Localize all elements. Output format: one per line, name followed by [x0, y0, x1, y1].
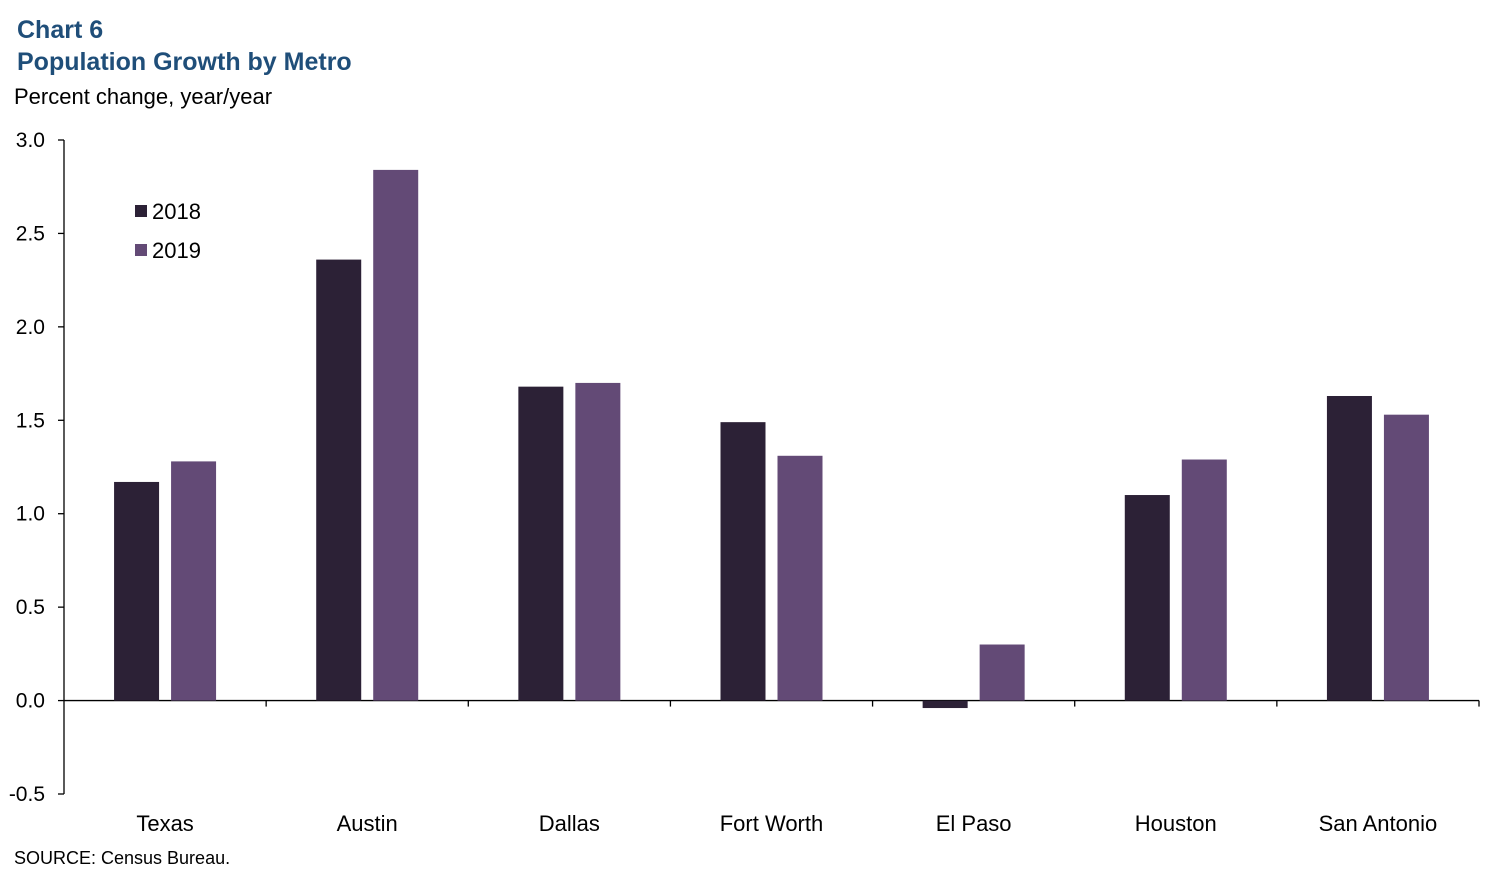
legend-label-2019: 2019	[152, 238, 201, 263]
legend: 2018 2019	[135, 199, 201, 263]
bar-2018-austin	[316, 259, 362, 701]
y-tick-label: 0.0	[16, 690, 45, 713]
y-tick-label: 2.0	[16, 316, 45, 339]
category-label: Fort Worth	[720, 811, 824, 836]
y-axis: 3.0 2.5 2.0 1.5 1.0 0.5 0.0 -0.5	[9, 129, 65, 806]
bar-2019-texas	[171, 461, 217, 701]
chart-title: Population Growth by Metro	[17, 48, 352, 76]
y-tick-label: 1.5	[16, 409, 45, 432]
bar-2019-fort-worth	[777, 455, 823, 701]
bar-2018-el-paso	[922, 700, 968, 709]
y-tick-label: -0.5	[9, 783, 45, 806]
chart-subtitle: Percent change, year/year	[14, 84, 273, 109]
category-label: El Paso	[936, 811, 1012, 836]
bar-2019-san-antonio	[1383, 414, 1429, 701]
bar-2019-austin	[373, 169, 419, 701]
y-tick-label: 1.0	[16, 503, 45, 526]
bars	[114, 169, 1429, 709]
category-label: Houston	[1135, 811, 1217, 836]
legend-swatch-2019	[135, 244, 147, 256]
y-tick-label: 2.5	[16, 222, 45, 245]
legend-swatch-2018	[135, 205, 147, 217]
bar-2018-fort-worth	[720, 422, 766, 701]
legend-label-2018: 2018	[152, 199, 201, 224]
category-label: San Antonio	[1319, 811, 1438, 836]
source-note: SOURCE: Census Bureau.	[14, 848, 231, 868]
bar-2019-houston	[1181, 459, 1227, 701]
y-tick-label: 0.5	[16, 596, 45, 619]
bar-2019-el-paso	[979, 644, 1025, 701]
bar-2018-texas	[114, 481, 160, 701]
category-label: Dallas	[539, 811, 600, 836]
bar-2018-houston	[1124, 495, 1170, 701]
chart-header: Chart 6 Population Growth by Metro	[17, 14, 352, 78]
category-label: Texas	[136, 811, 193, 836]
y-tick-label: 3.0	[16, 129, 45, 152]
x-axis	[64, 699, 1480, 707]
chart-label: Chart 6	[17, 16, 104, 44]
category-labels: Texas Austin Dallas Fort Worth El Paso Housto…	[136, 811, 1437, 836]
bar-2018-dallas	[518, 386, 564, 701]
bar-2019-dallas	[575, 382, 621, 701]
bar-2018-san-antonio	[1326, 395, 1372, 701]
category-label: Austin	[337, 811, 398, 836]
